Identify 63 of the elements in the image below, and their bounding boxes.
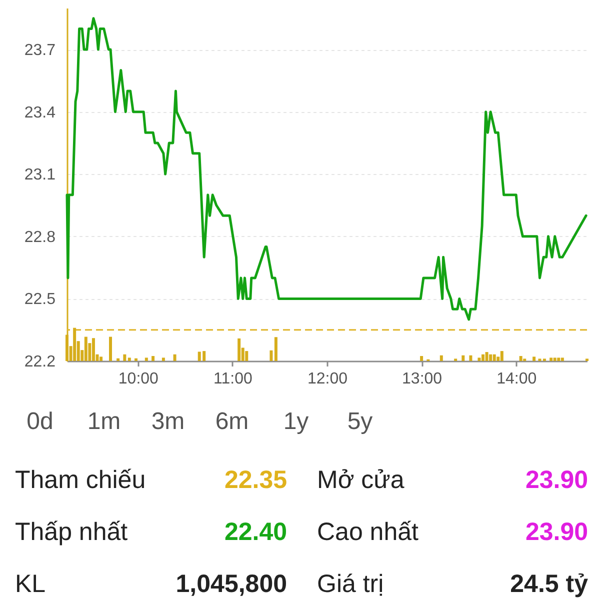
category-label: KL [15, 570, 46, 598]
text: 1,045,800 [176, 570, 287, 598]
text: 3m [151, 408, 185, 435]
x-tick-label: 11:00 [214, 370, 252, 388]
x-tick-label: 14:00 [496, 370, 537, 388]
bar [557, 358, 560, 361]
bar [84, 336, 88, 361]
x-tick-label: 13:00 [402, 370, 442, 388]
bar [92, 338, 95, 361]
bar [128, 358, 131, 361]
bar [73, 328, 76, 361]
bar [238, 338, 241, 361]
bar [270, 350, 273, 361]
category-label: Thấp nhất [15, 518, 128, 546]
text: 22.40 [224, 518, 287, 546]
bar [162, 358, 165, 361]
bar [245, 351, 248, 361]
bar [152, 356, 155, 361]
bar [123, 354, 126, 361]
bar [560, 358, 564, 361]
y-tick-label: 23.4 [24, 104, 56, 122]
category-label: Mở cửa [317, 466, 404, 494]
bar [173, 354, 176, 361]
y-tick-label: 22.8 [24, 228, 56, 246]
bar [469, 355, 472, 361]
category-label: Tham chiếu [15, 466, 146, 494]
bar [485, 352, 488, 361]
bar [134, 358, 138, 361]
y-tick-label: 23.1 [24, 166, 56, 184]
text: 23.90 [525, 518, 588, 546]
y-tick-label: 22.2 [24, 354, 56, 370]
text: 1m [87, 408, 121, 435]
bar [489, 354, 492, 361]
text: 0d [26, 408, 54, 435]
bar [420, 356, 424, 361]
text: 24.5 tỷ [510, 570, 588, 598]
bar [532, 356, 536, 361]
bar [492, 354, 496, 361]
bar [100, 356, 103, 361]
text: 5y [347, 408, 373, 435]
bar [478, 358, 481, 361]
category-label: Giá trị [317, 570, 384, 598]
text: 23.90 [525, 466, 588, 494]
bar [500, 351, 504, 361]
bar [553, 358, 556, 361]
x-tick-label: 12:00 [307, 370, 348, 388]
text: 6m [215, 408, 249, 435]
y-tick-label: 23.7 [24, 42, 56, 60]
bar [144, 358, 148, 361]
x-tick-label: 10:00 [118, 370, 159, 388]
bar [116, 358, 120, 361]
bar [440, 355, 443, 361]
bar [482, 354, 484, 361]
text: 1y [283, 408, 309, 435]
bar [519, 356, 522, 361]
y-tick-label: 22.5 [24, 291, 56, 308]
category-label: Cao nhất [317, 518, 419, 546]
line-series [66, 17, 588, 321]
text: 22.35 [224, 466, 287, 494]
bar [108, 336, 112, 361]
bar [274, 337, 278, 361]
bar [462, 355, 465, 361]
bar [550, 358, 553, 361]
